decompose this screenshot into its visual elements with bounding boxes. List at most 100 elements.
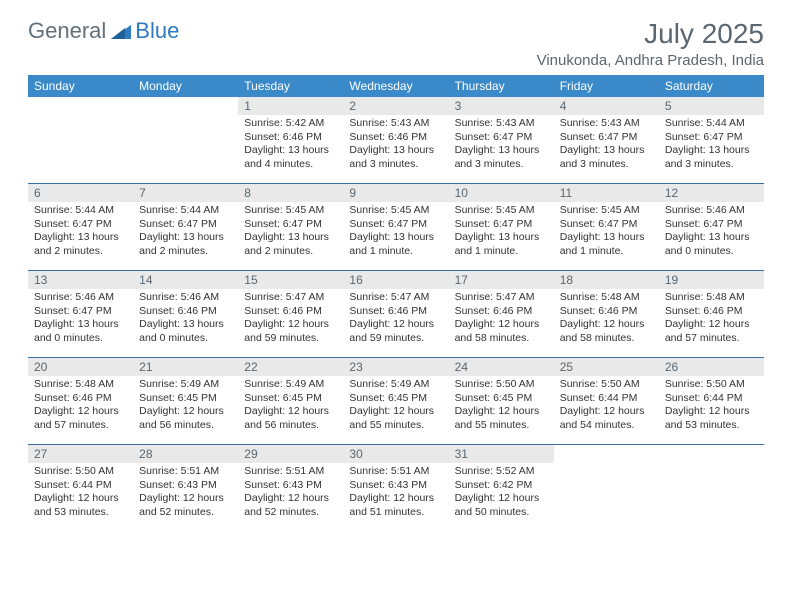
daylight-line1: Daylight: 13 hours xyxy=(139,318,232,332)
sunset: Sunset: 6:46 PM xyxy=(349,131,442,145)
day-details: Sunrise: 5:44 AMSunset: 6:47 PMDaylight:… xyxy=(28,202,133,263)
daylight-line1: Daylight: 12 hours xyxy=(34,405,127,419)
sunset: Sunset: 6:44 PM xyxy=(560,392,653,406)
sunset: Sunset: 6:44 PM xyxy=(665,392,758,406)
sunrise: Sunrise: 5:42 AM xyxy=(244,117,337,131)
day-cell: 23Sunrise: 5:49 AMSunset: 6:45 PMDayligh… xyxy=(343,358,448,445)
day-details: Sunrise: 5:46 AMSunset: 6:47 PMDaylight:… xyxy=(28,289,133,350)
day-cell: 1Sunrise: 5:42 AMSunset: 6:46 PMDaylight… xyxy=(238,97,343,184)
sunrise: Sunrise: 5:44 AM xyxy=(139,204,232,218)
header: General Blue July 2025 Vinukonda, Andhra… xyxy=(28,18,764,69)
sunset: Sunset: 6:47 PM xyxy=(244,218,337,232)
sunset: Sunset: 6:47 PM xyxy=(560,218,653,232)
day-number: 20 xyxy=(28,358,133,376)
daylight-line1: Daylight: 13 hours xyxy=(665,144,758,158)
daylight-line1: Daylight: 12 hours xyxy=(349,492,442,506)
sunrise: Sunrise: 5:45 AM xyxy=(349,204,442,218)
week-row: 6Sunrise: 5:44 AMSunset: 6:47 PMDaylight… xyxy=(28,184,764,271)
day-number: 25 xyxy=(554,358,659,376)
daylight-line2: and 3 minutes. xyxy=(349,158,442,172)
daylight-line2: and 0 minutes. xyxy=(34,332,127,346)
day-cell: 18Sunrise: 5:48 AMSunset: 6:46 PMDayligh… xyxy=(554,271,659,358)
daylight-line1: Daylight: 12 hours xyxy=(560,405,653,419)
sunset: Sunset: 6:45 PM xyxy=(244,392,337,406)
daylight-line1: Daylight: 13 hours xyxy=(34,231,127,245)
day-number: 28 xyxy=(133,445,238,463)
daylight-line2: and 52 minutes. xyxy=(139,506,232,520)
daylight-line1: Daylight: 12 hours xyxy=(244,492,337,506)
weekday-header: Friday xyxy=(554,75,659,97)
day-cell xyxy=(659,445,764,531)
daylight-line2: and 2 minutes. xyxy=(244,245,337,259)
day-cell: 25Sunrise: 5:50 AMSunset: 6:44 PMDayligh… xyxy=(554,358,659,445)
daylight-line2: and 55 minutes. xyxy=(349,419,442,433)
sunrise: Sunrise: 5:48 AM xyxy=(560,291,653,305)
day-details: Sunrise: 5:48 AMSunset: 6:46 PMDaylight:… xyxy=(659,289,764,350)
day-cell: 10Sunrise: 5:45 AMSunset: 6:47 PMDayligh… xyxy=(449,184,554,271)
daylight-line2: and 3 minutes. xyxy=(455,158,548,172)
day-details: Sunrise: 5:49 AMSunset: 6:45 PMDaylight:… xyxy=(343,376,448,437)
sunset: Sunset: 6:46 PM xyxy=(139,305,232,319)
day-details: Sunrise: 5:51 AMSunset: 6:43 PMDaylight:… xyxy=(343,463,448,524)
day-cell: 31Sunrise: 5:52 AMSunset: 6:42 PMDayligh… xyxy=(449,445,554,531)
sunset: Sunset: 6:44 PM xyxy=(34,479,127,493)
sunset: Sunset: 6:46 PM xyxy=(244,305,337,319)
daylight-line2: and 4 minutes. xyxy=(244,158,337,172)
sunset: Sunset: 6:42 PM xyxy=(455,479,548,493)
sunrise: Sunrise: 5:44 AM xyxy=(34,204,127,218)
daylight-line2: and 1 minute. xyxy=(349,245,442,259)
sunset: Sunset: 6:45 PM xyxy=(139,392,232,406)
daylight-line1: Daylight: 13 hours xyxy=(244,231,337,245)
sunrise: Sunrise: 5:50 AM xyxy=(34,465,127,479)
day-number: 13 xyxy=(28,271,133,289)
day-details: Sunrise: 5:50 AMSunset: 6:44 PMDaylight:… xyxy=(28,463,133,524)
day-cell: 2Sunrise: 5:43 AMSunset: 6:46 PMDaylight… xyxy=(343,97,448,184)
sunset: Sunset: 6:47 PM xyxy=(455,218,548,232)
daylight-line1: Daylight: 12 hours xyxy=(139,492,232,506)
daylight-line1: Daylight: 13 hours xyxy=(349,144,442,158)
sunset: Sunset: 6:47 PM xyxy=(455,131,548,145)
day-details: Sunrise: 5:50 AMSunset: 6:44 PMDaylight:… xyxy=(554,376,659,437)
day-cell: 11Sunrise: 5:45 AMSunset: 6:47 PMDayligh… xyxy=(554,184,659,271)
daylight-line2: and 2 minutes. xyxy=(139,245,232,259)
day-cell xyxy=(133,97,238,184)
sunrise: Sunrise: 5:48 AM xyxy=(34,378,127,392)
day-cell: 28Sunrise: 5:51 AMSunset: 6:43 PMDayligh… xyxy=(133,445,238,531)
daylight-line1: Daylight: 13 hours xyxy=(455,144,548,158)
day-details: Sunrise: 5:43 AMSunset: 6:47 PMDaylight:… xyxy=(449,115,554,176)
sunset: Sunset: 6:45 PM xyxy=(455,392,548,406)
sunrise: Sunrise: 5:52 AM xyxy=(455,465,548,479)
sunrise: Sunrise: 5:50 AM xyxy=(560,378,653,392)
sunset: Sunset: 6:47 PM xyxy=(665,218,758,232)
day-number: 15 xyxy=(238,271,343,289)
sunset: Sunset: 6:47 PM xyxy=(34,218,127,232)
daylight-line1: Daylight: 13 hours xyxy=(560,231,653,245)
month-title: July 2025 xyxy=(537,18,764,50)
day-details: Sunrise: 5:50 AMSunset: 6:44 PMDaylight:… xyxy=(659,376,764,437)
day-details: Sunrise: 5:51 AMSunset: 6:43 PMDaylight:… xyxy=(238,463,343,524)
day-number: 14 xyxy=(133,271,238,289)
daylight-line1: Daylight: 13 hours xyxy=(665,231,758,245)
day-number: 11 xyxy=(554,184,659,202)
sunrise: Sunrise: 5:48 AM xyxy=(665,291,758,305)
daylight-line1: Daylight: 12 hours xyxy=(34,492,127,506)
sunset: Sunset: 6:47 PM xyxy=(34,305,127,319)
daylight-line1: Daylight: 13 hours xyxy=(560,144,653,158)
sunrise: Sunrise: 5:49 AM xyxy=(244,378,337,392)
day-cell xyxy=(554,445,659,531)
sunset: Sunset: 6:47 PM xyxy=(560,131,653,145)
sunrise: Sunrise: 5:51 AM xyxy=(244,465,337,479)
week-row: 20Sunrise: 5:48 AMSunset: 6:46 PMDayligh… xyxy=(28,358,764,445)
logo-triangle-icon xyxy=(111,23,131,39)
day-cell: 22Sunrise: 5:49 AMSunset: 6:45 PMDayligh… xyxy=(238,358,343,445)
daylight-line2: and 58 minutes. xyxy=(455,332,548,346)
daylight-line2: and 3 minutes. xyxy=(560,158,653,172)
daylight-line2: and 57 minutes. xyxy=(34,419,127,433)
sunset: Sunset: 6:46 PM xyxy=(34,392,127,406)
day-details: Sunrise: 5:52 AMSunset: 6:42 PMDaylight:… xyxy=(449,463,554,524)
day-number: 2 xyxy=(343,97,448,115)
sunrise: Sunrise: 5:43 AM xyxy=(455,117,548,131)
daylight-line2: and 54 minutes. xyxy=(560,419,653,433)
daylight-line1: Daylight: 12 hours xyxy=(560,318,653,332)
sunrise: Sunrise: 5:47 AM xyxy=(349,291,442,305)
